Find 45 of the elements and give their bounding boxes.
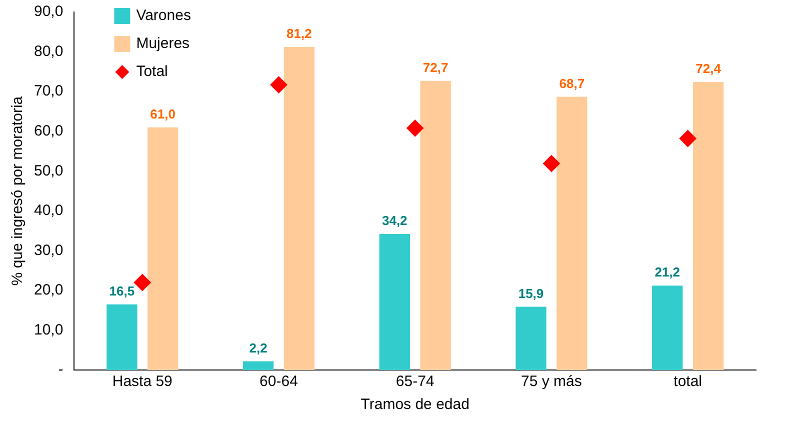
y-axis-title: % que ingresó por moratoria [9, 96, 26, 286]
x-tick-label: 65-74 [396, 373, 434, 390]
data-label: 72,7 [422, 60, 448, 75]
bar [106, 304, 138, 370]
bar [242, 361, 274, 370]
point [406, 120, 424, 137]
point [134, 274, 151, 291]
y-tick-label: 40,0 [34, 202, 64, 220]
y-tick-label: 90,0 [34, 3, 64, 20]
bar [556, 96, 588, 370]
bar [420, 80, 451, 370]
y-tick-label: 50,0 [34, 162, 64, 180]
bar [147, 127, 178, 370]
bar [379, 234, 410, 370]
x-tick-label: 75 y más [521, 373, 582, 390]
point [270, 76, 288, 94]
y-tick-label: 80,0 [34, 42, 64, 60]
bar [284, 47, 315, 370]
y-tick-label: 20,0 [34, 282, 64, 299]
y-tick-label: 70,0 [34, 82, 64, 100]
bar [692, 82, 724, 370]
point [679, 130, 696, 147]
data-label: 2,2 [249, 340, 268, 356]
legend-label: Varones [136, 7, 191, 24]
data-label: 68,7 [559, 76, 585, 91]
legend-label: Mujeres [136, 35, 190, 52]
y-tick-label: 60,0 [34, 122, 64, 140]
y-tick-label: - [58, 361, 64, 378]
y-tick-label: 30,0 [34, 242, 64, 259]
bar [516, 306, 546, 370]
x-tick-label: total [674, 373, 702, 390]
data-label: 61,0 [150, 106, 176, 122]
bar [652, 286, 683, 370]
data-label: 34,2 [382, 213, 408, 228]
x-axis-title: Tramos de edad [360, 396, 470, 414]
y-tick-label: 10,0 [34, 321, 64, 338]
x-tick-label: Hasta 59 [112, 373, 172, 390]
point [542, 155, 560, 172]
data-label: 81,2 [286, 26, 312, 42]
data-label: 16,5 [109, 283, 135, 298]
x-tick-label: 60-64 [260, 373, 298, 390]
data-label: 15,9 [518, 286, 544, 301]
legend-label: Total [136, 63, 168, 80]
data-label: 72,4 [696, 61, 722, 76]
data-label: 21,2 [654, 264, 680, 280]
